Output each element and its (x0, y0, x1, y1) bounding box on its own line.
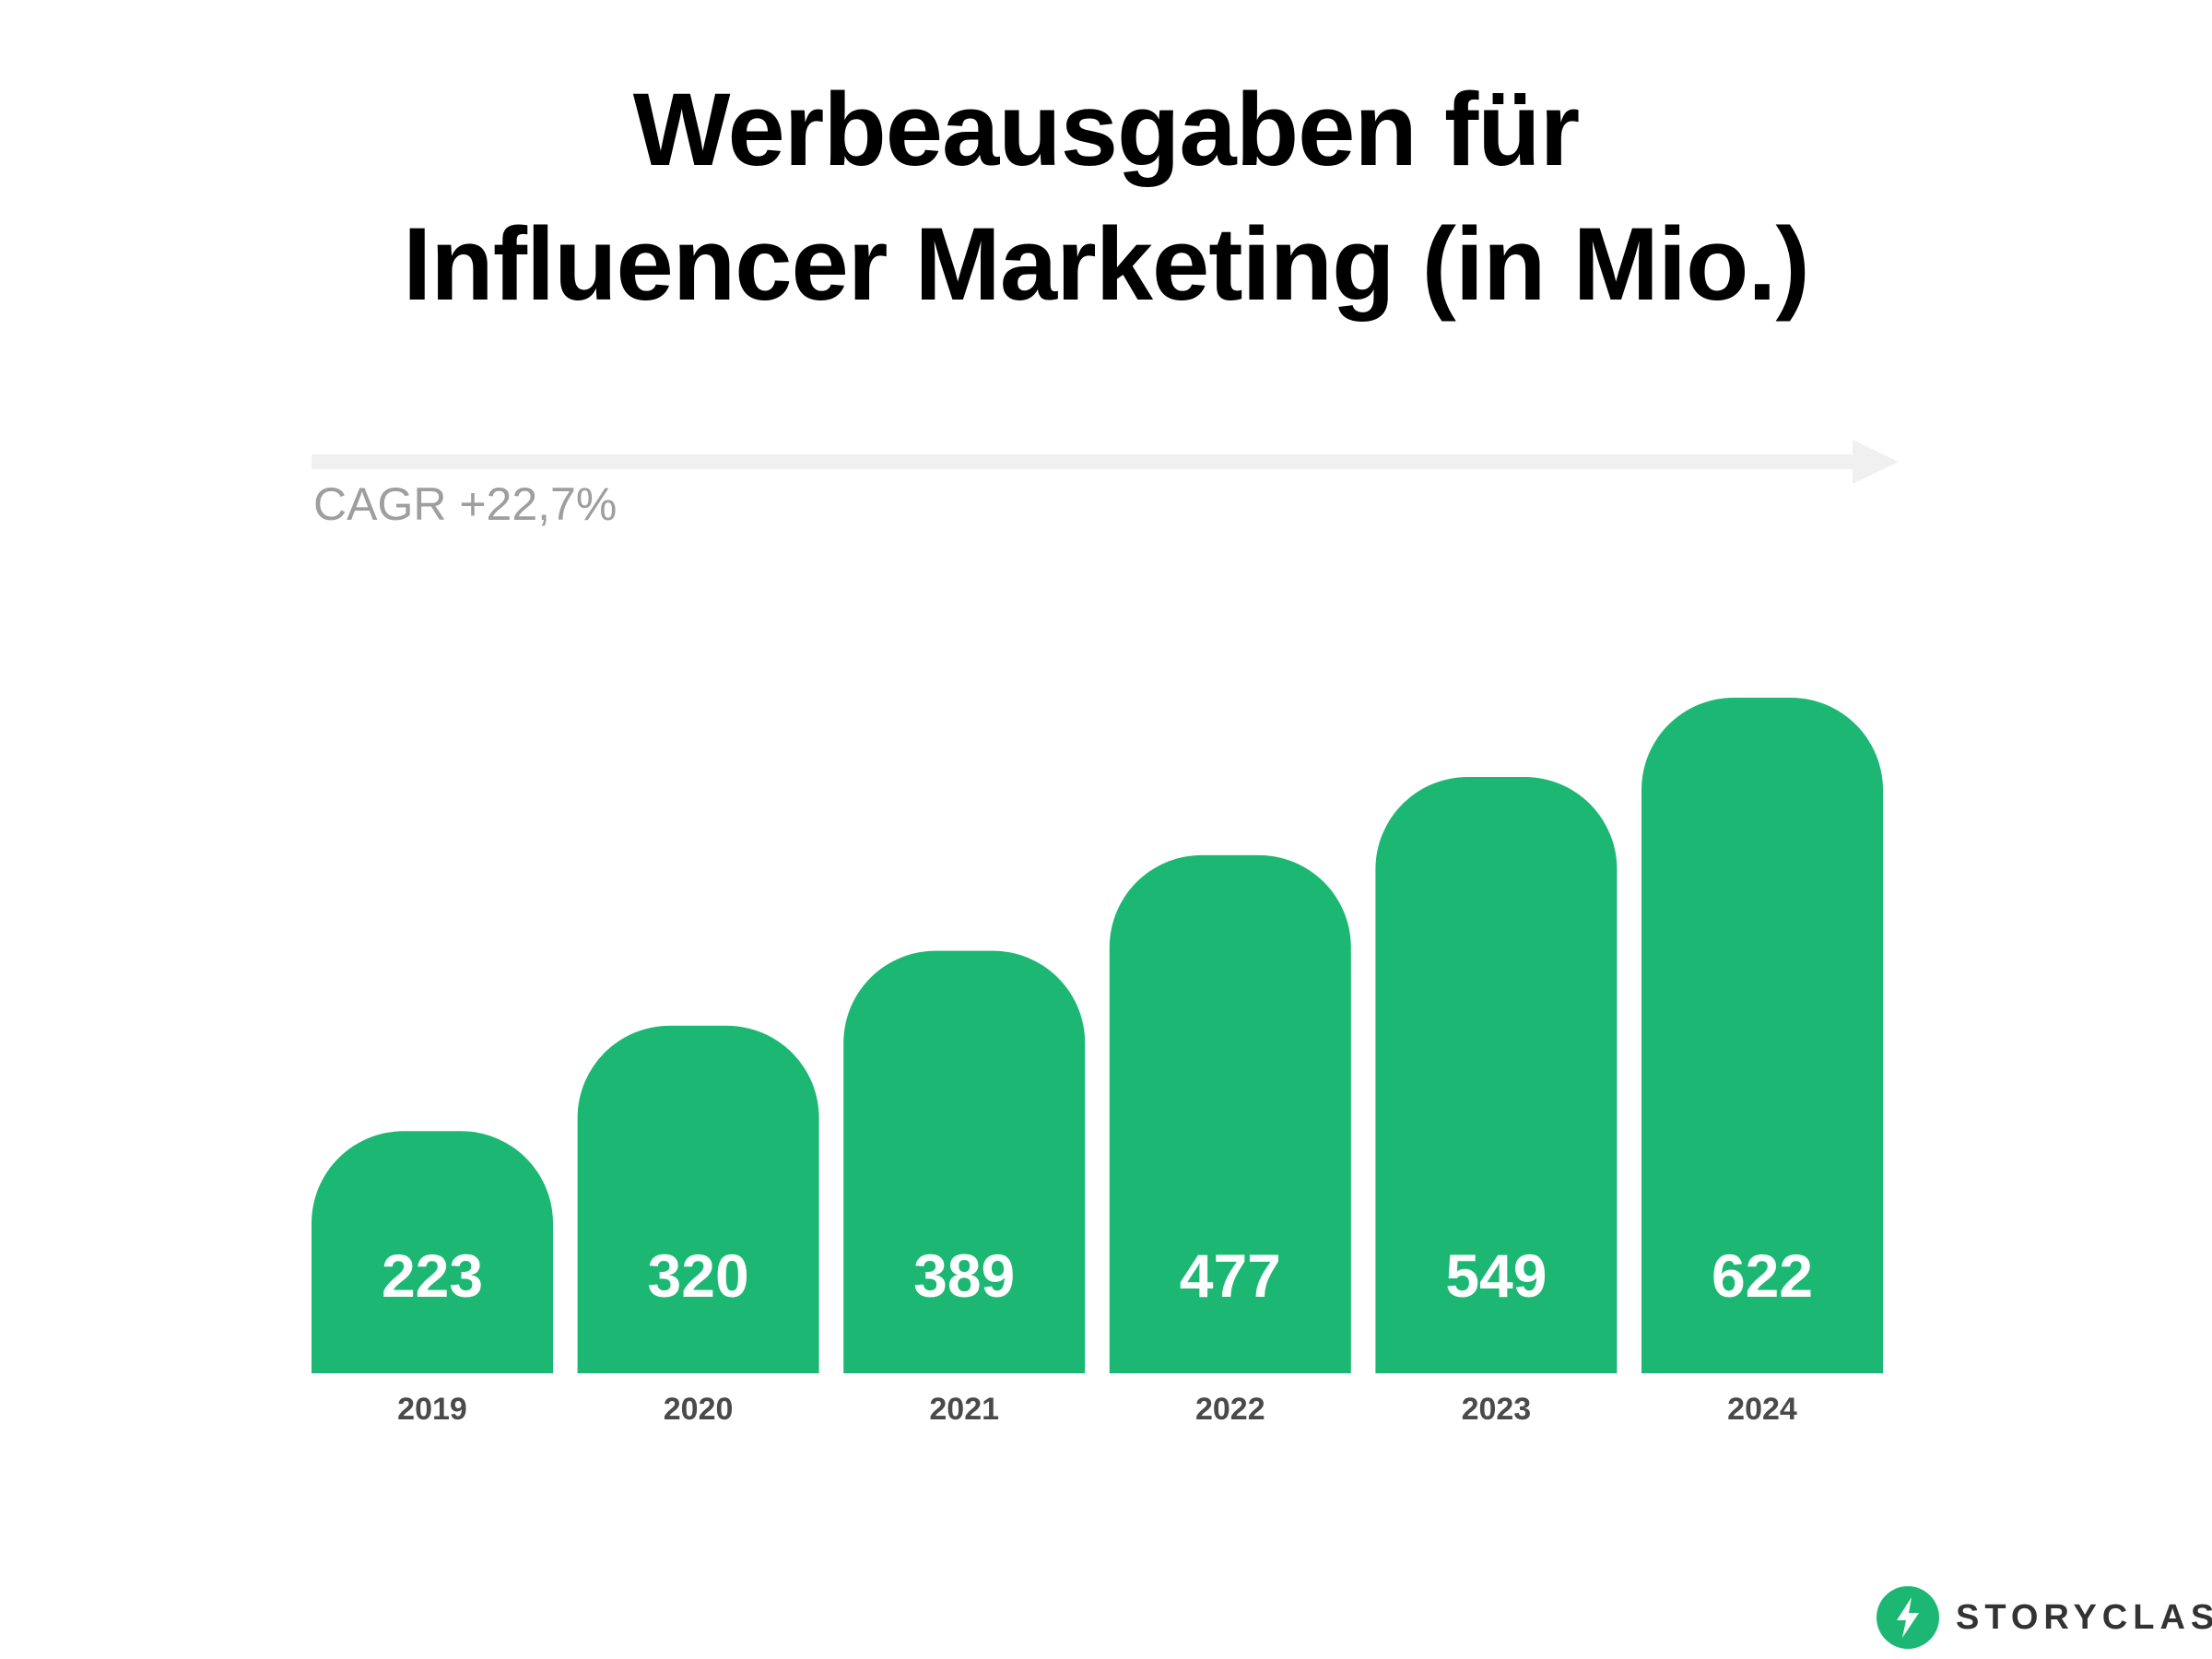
brand-logo: STORYCLASH (1877, 1585, 2212, 1650)
bar-2023 (1375, 777, 1618, 1373)
bar-2020 (577, 1025, 819, 1373)
cagr-arrow (312, 440, 1899, 484)
bar-value-label: 477 (1180, 1241, 1281, 1310)
x-tick-label: 2019 (397, 1392, 467, 1427)
x-tick-label: 2021 (929, 1392, 999, 1427)
bar-2019 (312, 1131, 553, 1373)
x-tick-label: 2024 (1727, 1392, 1797, 1427)
x-tick-label: 2020 (664, 1392, 734, 1427)
bar-value-label: 622 (1712, 1241, 1813, 1310)
bar-2024 (1641, 698, 1883, 1373)
bar-value-label: 389 (913, 1241, 1015, 1310)
lightning-bolt-icon (1877, 1586, 1939, 1649)
x-tick-label: 2022 (1195, 1392, 1265, 1427)
chart-title: Werbeausgaben für Influencer Marketing (… (0, 63, 2212, 332)
bar-value-label: 223 (382, 1241, 483, 1310)
chart-title-line-1: Werbeausgaben für (632, 72, 1581, 187)
chart-title-line-2: Influencer Marketing (in Mio.) (403, 206, 1810, 322)
cagr-arrow-shaft (312, 454, 1869, 469)
bar-2021 (843, 950, 1086, 1373)
bar-value-label: 320 (648, 1241, 749, 1310)
cagr-label: CAGR +22,7% (313, 478, 618, 530)
cagr-arrow-head (1853, 440, 1899, 484)
bar-2022 (1109, 854, 1351, 1373)
bar-value-label: 549 (1445, 1241, 1547, 1310)
bars-group: 223 2019 320 2020 389 2021 477 2022 549 2023 622 20… (312, 698, 1883, 1427)
x-tick-label: 2023 (1462, 1392, 1532, 1427)
brand-name: STORYCLASH (1956, 1597, 2212, 1637)
